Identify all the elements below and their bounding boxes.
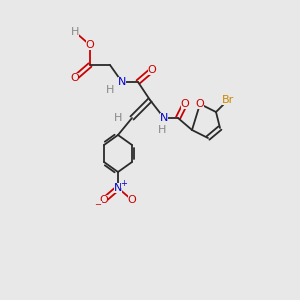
Text: Br: Br [222,95,234,105]
Text: +: + [121,178,128,188]
Text: O: O [70,73,80,83]
Text: H: H [114,113,122,123]
Text: H: H [106,85,114,95]
Text: N: N [118,77,126,87]
Text: N: N [114,183,122,193]
Text: H: H [158,125,166,135]
Text: O: O [85,40,94,50]
Text: N: N [160,113,168,123]
Text: H: H [71,27,79,37]
Text: O: O [128,195,136,205]
Text: O: O [196,99,204,109]
Text: −: − [94,200,101,209]
Text: O: O [181,99,189,109]
Text: O: O [148,65,156,75]
Text: O: O [100,195,108,205]
